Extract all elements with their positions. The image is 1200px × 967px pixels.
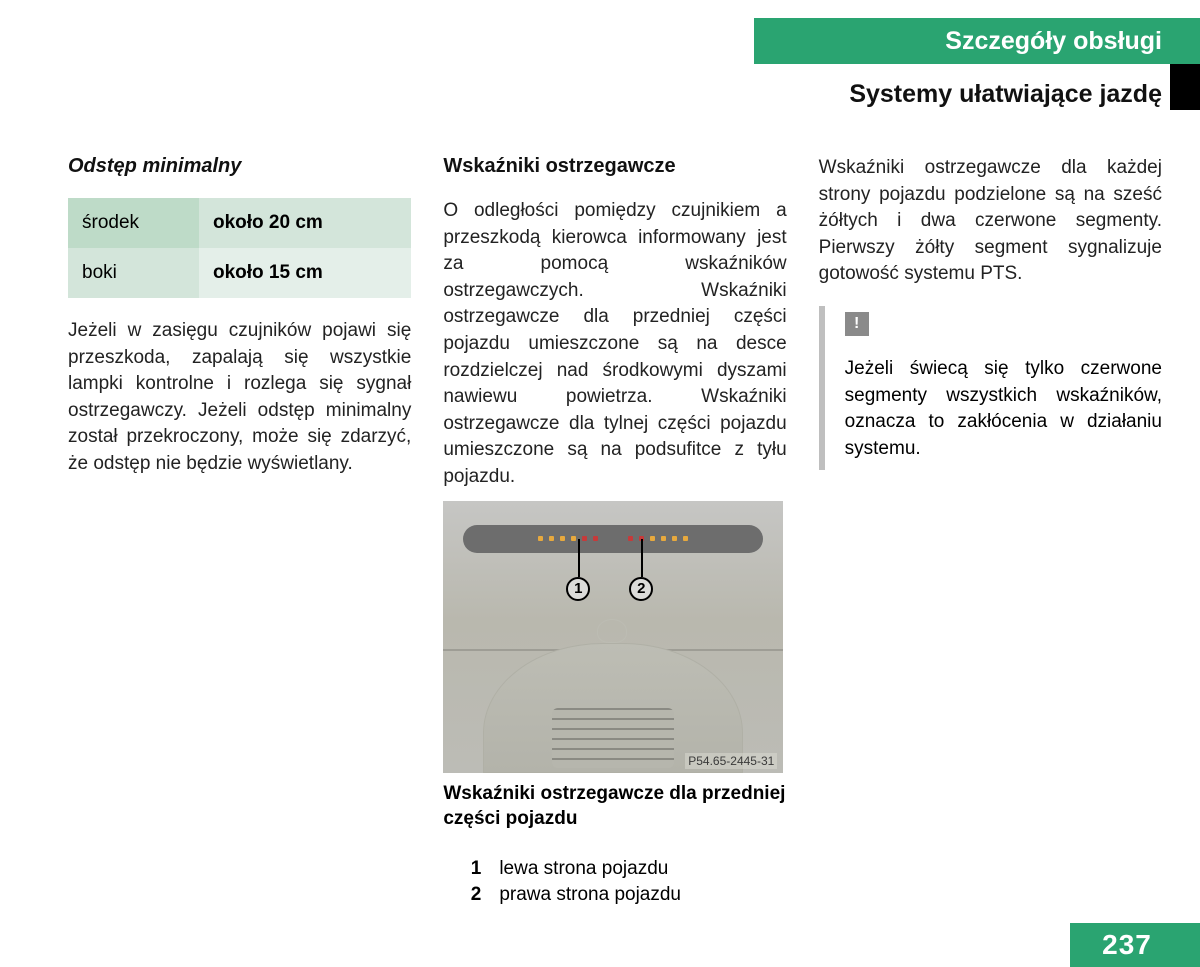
col1-paragraph: Jeżeli w zasięgu czujników pojawi się pr…	[68, 318, 411, 478]
led-yellow-icon	[683, 536, 688, 541]
figure-legend: 1 lewa strona pojazdu 2 prawa strona poj…	[443, 856, 786, 909]
figure-code: P54.65-2445-31	[685, 753, 777, 769]
page-number: 237	[1070, 923, 1200, 967]
led-yellow-icon	[549, 536, 554, 541]
figure-caption: Wskaźniki ostrzegawcze dla przedniej czę…	[443, 781, 786, 832]
table-row: boki około 15 cm	[68, 248, 411, 298]
col2-paragraph: O odległości pomiędzy czujnikiem a przes…	[443, 198, 786, 491]
led-yellow-icon	[560, 536, 565, 541]
header-tab-label: Szczegóły obsługi	[945, 27, 1162, 56]
column-1: Odstęp minimalny środek około 20 cm boki…	[68, 155, 411, 907]
col1-heading: Odstęp minimalny	[68, 155, 411, 178]
legend-item: 1 lewa strona pojazdu	[467, 856, 786, 883]
col2-heading: Wskaźniki ostrzegawcze	[443, 155, 786, 178]
led-red-icon	[628, 536, 633, 541]
table-cell-label: środek	[68, 198, 199, 248]
table-cell-value: około 15 cm	[199, 248, 411, 298]
legend-num: 1	[467, 856, 481, 883]
note-box: ! Jeżeli świecą się tylko czerwone segme…	[819, 306, 1162, 470]
distance-table: środek około 20 cm boki około 15 cm	[68, 198, 411, 298]
indicator-strip	[463, 525, 763, 553]
legend-item: 2 prawa strona pojazdu	[467, 882, 786, 909]
callout-1: 1	[566, 577, 590, 601]
indicator-figure: 1 2 P54.65-2445-31	[443, 501, 783, 773]
note-text: Jeżeli świecą się tylko czerwone segment…	[845, 356, 1162, 462]
led-yellow-icon	[571, 536, 576, 541]
header-tab: Szczegóły obsługi	[754, 18, 1200, 64]
led-red-icon	[582, 536, 587, 541]
col3-paragraph: Wskaźniki ostrzegawcze dla każdej strony…	[819, 155, 1162, 288]
table-cell-label: boki	[68, 248, 199, 298]
figure-detail	[597, 619, 627, 643]
legend-text: lewa strona pojazdu	[499, 856, 668, 883]
table-row: środek około 20 cm	[68, 198, 411, 248]
column-3: Wskaźniki ostrzegawcze dla każdej strony…	[819, 155, 1162, 907]
led-red-icon	[593, 536, 598, 541]
led-group-left	[538, 536, 598, 541]
section-title: Systemy ułatwiające jazdę	[849, 80, 1162, 109]
led-yellow-icon	[538, 536, 543, 541]
table-cell-value: około 20 cm	[199, 198, 411, 248]
led-group-right	[628, 536, 688, 541]
thumb-index-tab	[1170, 64, 1200, 110]
led-yellow-icon	[672, 536, 677, 541]
column-2: Wskaźniki ostrzegawcze O odległości pomi…	[443, 155, 786, 907]
warning-icon: !	[845, 312, 869, 336]
content-columns: Odstęp minimalny środek około 20 cm boki…	[68, 155, 1162, 907]
legend-num: 2	[467, 882, 481, 909]
led-yellow-icon	[661, 536, 666, 541]
legend-text: prawa strona pojazdu	[499, 882, 681, 909]
callout-2: 2	[629, 577, 653, 601]
leader-line-1	[578, 539, 580, 577]
led-yellow-icon	[650, 536, 655, 541]
leader-line-2	[641, 539, 643, 577]
